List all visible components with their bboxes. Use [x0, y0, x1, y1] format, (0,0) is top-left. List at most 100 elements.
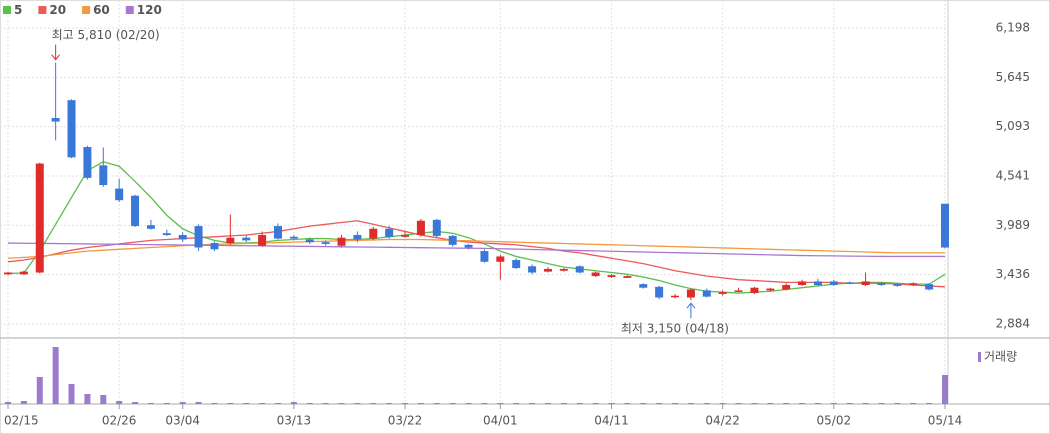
volume-bar [529, 403, 536, 404]
candle-body [845, 282, 854, 284]
volume-bar [640, 403, 647, 404]
candle-body [369, 228, 378, 239]
legend-swatch [3, 6, 11, 14]
candle-body [543, 268, 552, 272]
volume-bar [227, 403, 234, 404]
volume-bar [592, 403, 599, 404]
volume-bar [259, 403, 266, 404]
x-tick-label: 03/04 [165, 414, 200, 428]
volume-bar [830, 403, 837, 404]
candle-body [432, 219, 441, 236]
volume-bar [608, 403, 615, 404]
candle-body [750, 287, 759, 294]
candle-body [401, 235, 410, 237]
candle-body [385, 228, 394, 237]
candle-body [226, 237, 235, 244]
volume-bar [5, 402, 11, 404]
candle-body [607, 275, 616, 277]
candle-body [337, 237, 346, 246]
candle-body [639, 284, 648, 288]
volume-bar [672, 403, 679, 404]
legend-label: 60 [93, 3, 110, 17]
y-tick-label: 3,436 [996, 267, 1030, 281]
candle-body [258, 235, 267, 246]
volume-bar [163, 403, 170, 404]
candle-body [115, 188, 124, 201]
volume-bar [878, 403, 885, 404]
y-tick-label: 3,989 [996, 218, 1030, 232]
y-tick-label: 5,093 [996, 119, 1030, 133]
volume-bar [116, 401, 123, 404]
candle-body [798, 281, 807, 286]
volume-bar [243, 403, 250, 404]
candle-body [464, 244, 473, 248]
y-tick-label: 5,645 [996, 70, 1030, 84]
volume-bar [290, 402, 297, 404]
volume-bar [814, 403, 821, 404]
candle-body [353, 235, 362, 240]
x-tick-label: 05/02 [817, 414, 852, 428]
candle-body [686, 289, 695, 298]
candle-body [829, 281, 838, 286]
ma-line [7, 238, 945, 259]
volume-bar [894, 403, 901, 404]
candle-body [146, 225, 155, 229]
volume-bar [386, 403, 393, 404]
candle-body [591, 272, 600, 277]
candle-body [877, 283, 886, 286]
candle-body [941, 203, 949, 248]
volume-bar [402, 403, 409, 404]
candle-body [19, 271, 28, 275]
candle-body [893, 284, 902, 286]
x-tick-label: 05/14 [928, 414, 963, 428]
legend-swatch [125, 6, 134, 14]
legend-label: 5 [14, 3, 22, 17]
candle-body [289, 236, 298, 239]
candle-body [178, 235, 187, 240]
candle-body [909, 283, 918, 286]
volume-bar [656, 403, 663, 404]
volume-bar [370, 403, 377, 404]
volume-bar [735, 403, 742, 404]
candle-body [131, 195, 140, 227]
candle-body [67, 100, 76, 158]
volume-bar [52, 347, 59, 404]
candle-body [273, 226, 282, 239]
volume-bar [719, 403, 726, 404]
candle-body [559, 268, 568, 271]
candle-body [305, 239, 314, 243]
volume-bar [624, 403, 631, 404]
legend-swatch [978, 352, 981, 362]
volume-bar [544, 403, 551, 404]
candle-body [575, 266, 584, 273]
x-tick-label: 03/22 [388, 414, 423, 428]
x-tick-label: 02/15 [4, 414, 39, 428]
volume-bar [449, 403, 456, 404]
volume-bar [84, 394, 91, 404]
volume-label: 거래량 [984, 350, 1017, 364]
candle-body [35, 163, 44, 273]
legend-label: 120 [137, 3, 162, 17]
candle-body [162, 233, 171, 236]
candle-body [210, 243, 219, 250]
candle-body [194, 226, 203, 248]
candle-body [416, 220, 425, 236]
candle-body [99, 165, 108, 186]
annotation: 최고 5,810 (02/20) [52, 28, 160, 42]
volume-bar [846, 403, 853, 404]
candle-body [512, 260, 521, 269]
volume-bar [497, 403, 504, 404]
volume-bar [910, 403, 917, 404]
candle-body [242, 237, 251, 241]
volume-bar [862, 403, 869, 404]
volume-bar [433, 403, 440, 404]
x-tick-label: 02/26 [102, 414, 137, 428]
volume-bar [338, 403, 345, 404]
volume-bar [147, 403, 154, 404]
x-tick-label: 04/11 [594, 414, 629, 428]
candle-body [671, 295, 680, 298]
volume-bar [767, 403, 774, 404]
annotation-arrow [51, 44, 61, 61]
volume-bar [179, 402, 186, 404]
